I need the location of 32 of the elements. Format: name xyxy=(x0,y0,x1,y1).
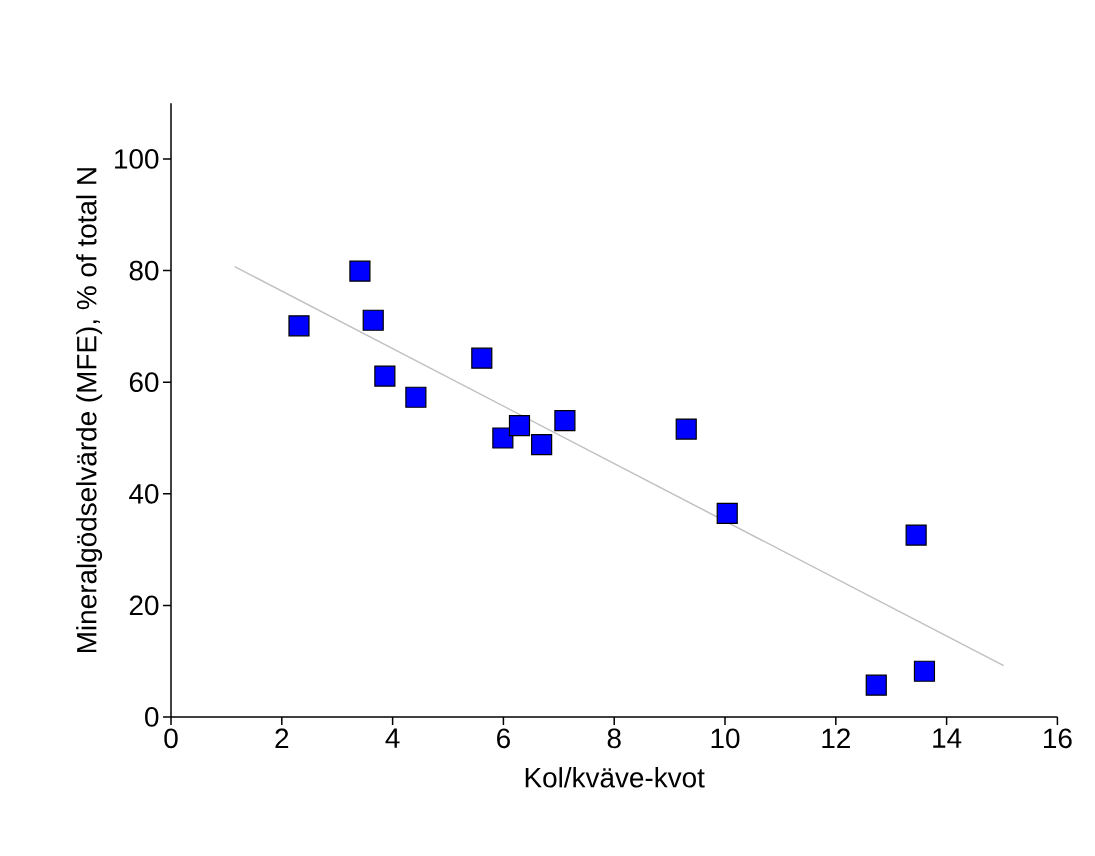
point xyxy=(716,502,738,524)
point xyxy=(913,660,936,682)
x-axis-title: Kol/kväve-kvot xyxy=(525,767,705,788)
point xyxy=(905,524,927,546)
point xyxy=(865,674,887,696)
point xyxy=(349,260,371,282)
point xyxy=(471,347,493,369)
x-tick-label: 2 xyxy=(275,728,289,748)
y-axis-title: Mineralgödselvärde (MFE), % of total N xyxy=(76,168,103,652)
point xyxy=(531,434,553,456)
y-tick-label: 60 xyxy=(129,372,159,393)
y-tick-label: 0 xyxy=(145,707,159,727)
y-tick-label: 20 xyxy=(129,595,159,616)
point xyxy=(405,386,427,408)
x-tick-label: 14 xyxy=(933,728,962,748)
x-tick-label: 0 xyxy=(164,728,178,749)
point xyxy=(675,418,697,440)
point xyxy=(374,365,396,387)
point xyxy=(288,315,310,337)
x-tick-label: 12 xyxy=(822,728,850,748)
point xyxy=(508,415,531,437)
x-tick-label: 10 xyxy=(711,728,740,749)
point xyxy=(554,410,576,432)
point xyxy=(492,427,514,449)
x-tick-label: 16 xyxy=(1044,728,1072,749)
y-tick-label: 40 xyxy=(129,483,159,504)
x-tick-label: 4 xyxy=(385,728,400,748)
x-tick-label: 8 xyxy=(607,728,621,749)
y-tick-label: 80 xyxy=(129,260,159,281)
x-tick-label: 6 xyxy=(497,728,510,749)
point xyxy=(362,309,384,331)
y-tick-label: 100 xyxy=(115,149,159,169)
